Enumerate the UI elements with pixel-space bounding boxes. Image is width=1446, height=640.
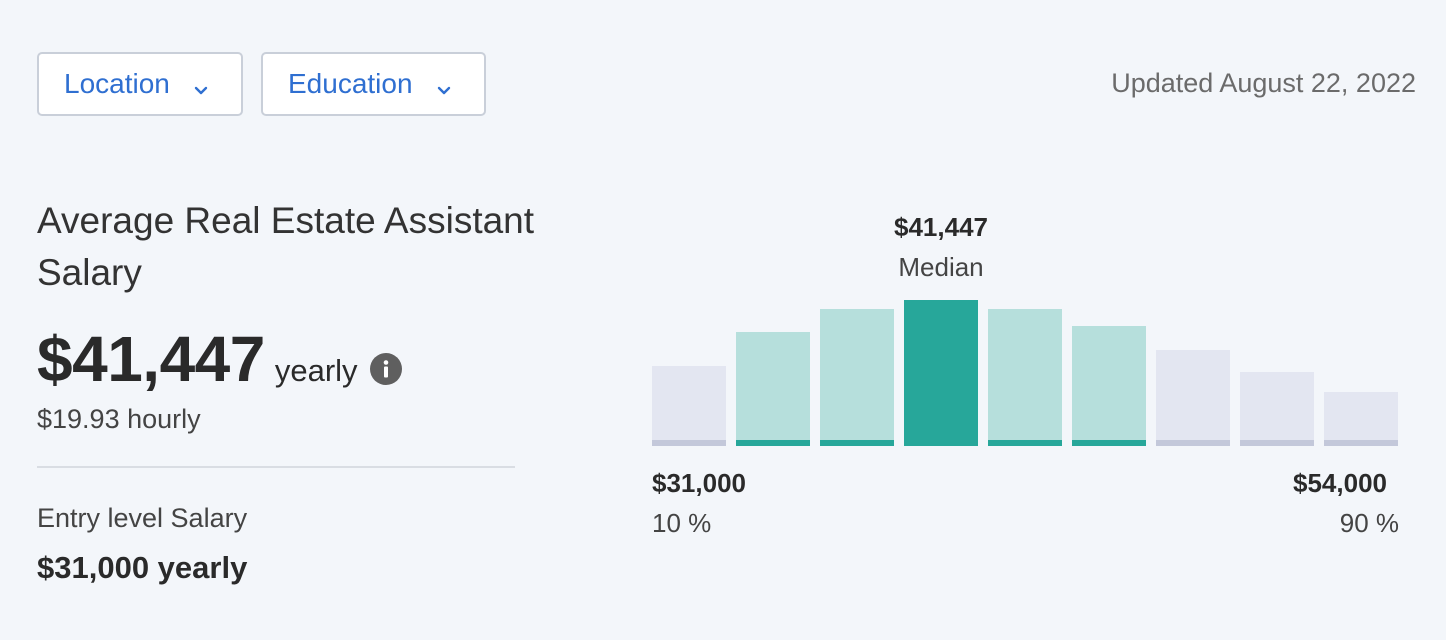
distribution-bar-base	[820, 440, 894, 446]
high-range-value: $54,000	[1293, 468, 1387, 498]
chevron-down-icon	[435, 75, 453, 95]
education-filter-button[interactable]: Education	[261, 52, 486, 116]
distribution-bar	[1072, 326, 1146, 446]
distribution-bar	[652, 366, 726, 446]
distribution-bar	[904, 300, 978, 446]
distribution-bar-base	[652, 440, 726, 446]
distribution-bar	[1240, 372, 1314, 446]
entry-level-value: $31,000 yearly	[37, 550, 248, 585]
education-filter-label: Education	[288, 68, 413, 99]
median-value: $41,447	[894, 212, 988, 242]
salary-amount: $41,447	[37, 323, 265, 395]
hourly-salary: $19.93 hourly	[37, 404, 201, 434]
distribution-bar-base	[1240, 440, 1314, 446]
location-filter-button[interactable]: Location	[37, 52, 243, 116]
distribution-bar-base	[736, 440, 810, 446]
average-salary: $41,447 yearly	[37, 322, 402, 396]
distribution-bar-base	[988, 440, 1062, 446]
chevron-down-icon	[192, 75, 210, 95]
distribution-bar	[736, 332, 810, 446]
entry-level-label: Entry level Salary	[37, 503, 248, 533]
median-label: Median	[898, 252, 984, 282]
salary-unit: yearly	[274, 353, 358, 388]
distribution-bar	[1156, 350, 1230, 446]
distribution-bar-base	[1072, 440, 1146, 446]
low-range-value: $31,000	[652, 468, 746, 498]
low-range-percentile: 10 %	[652, 508, 712, 538]
distribution-bar-base	[904, 440, 978, 446]
updated-date: Updated August 22, 2022	[1111, 68, 1416, 98]
divider	[37, 466, 515, 468]
salary-distribution-chart: $41,447 Median $31,000 10 % $54,000 90 %	[650, 200, 1410, 550]
info-icon[interactable]	[369, 353, 402, 385]
high-range-percentile: 90 %	[1339, 508, 1399, 538]
distribution-bar	[988, 309, 1062, 446]
page-title: Average Real Estate Assistant Salary	[37, 200, 535, 293]
distribution-bar-base	[1156, 440, 1230, 446]
distribution-bar-base	[1324, 440, 1398, 446]
distribution-bar	[1324, 392, 1398, 446]
location-filter-label: Location	[64, 68, 170, 99]
distribution-bar	[820, 309, 894, 446]
